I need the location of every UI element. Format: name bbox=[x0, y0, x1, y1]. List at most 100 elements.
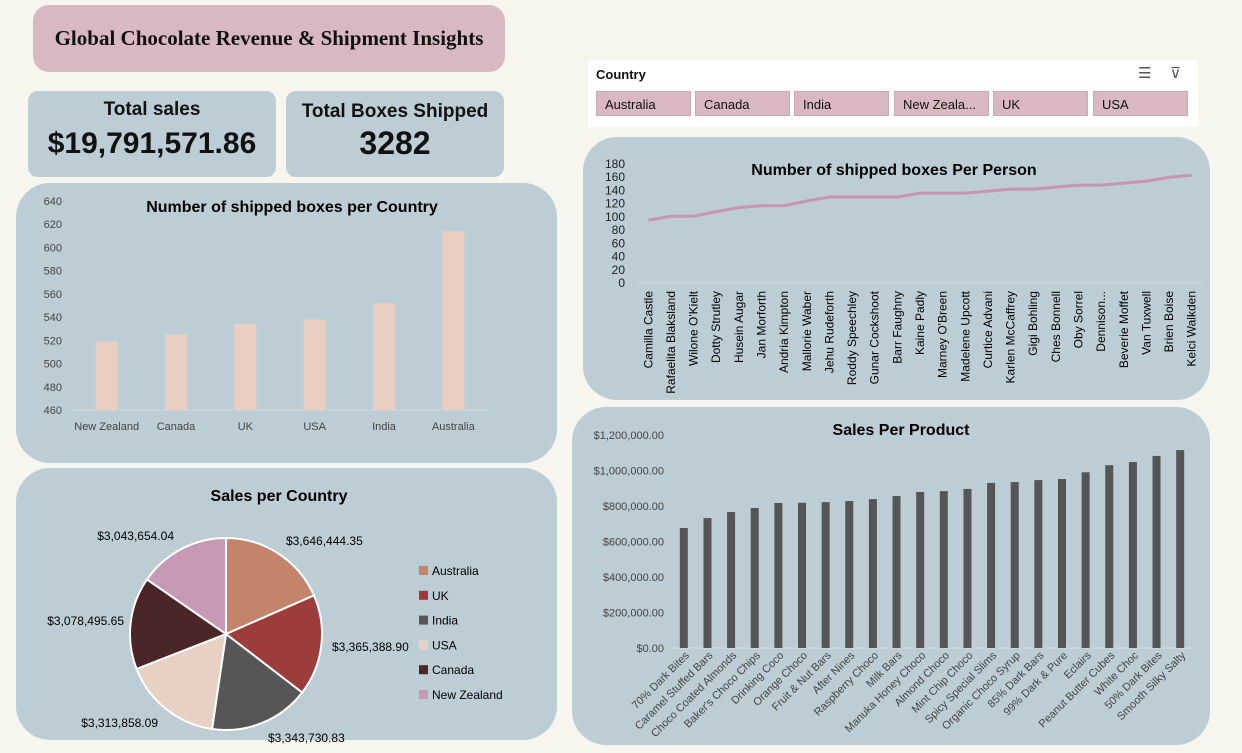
legend-label: USA bbox=[432, 638, 457, 652]
x-tick-label: Canada bbox=[157, 421, 196, 433]
bar bbox=[1128, 461, 1137, 648]
bar bbox=[987, 482, 996, 648]
bar bbox=[727, 512, 736, 648]
x-tick-label: Wilone O'Kielt bbox=[687, 290, 701, 366]
legend-label: Australia bbox=[432, 564, 479, 578]
person-boxes-panel bbox=[583, 137, 1210, 400]
pie-slice bbox=[224, 594, 323, 694]
series-line bbox=[648, 173, 1192, 222]
x-tick-label: Rafaelita Blaksland bbox=[664, 291, 678, 394]
x-tick-label: Dotty Strutley bbox=[709, 291, 723, 363]
bar bbox=[1152, 455, 1161, 648]
data-label: $3,078,495.65 bbox=[47, 614, 124, 628]
y-tick-label: 580 bbox=[44, 266, 62, 278]
total-sales-card: Total sales $19,791,571.86 bbox=[28, 91, 276, 177]
dashboard-title: Global Chocolate Revenue & Shipment Insi… bbox=[33, 5, 505, 72]
x-tick-label: Dennison... bbox=[1094, 291, 1108, 352]
bar bbox=[774, 502, 783, 648]
legend-label: Canada bbox=[432, 663, 474, 677]
data-label: $3,365,388.90 bbox=[332, 640, 409, 654]
y-tick-label: $600,000.00 bbox=[603, 537, 664, 549]
legend-label: UK bbox=[432, 589, 449, 603]
clear-filter-icon[interactable]: ⊽ bbox=[1170, 65, 1181, 82]
y-tick-label: $800,000.00 bbox=[603, 501, 664, 513]
pie-slice bbox=[145, 536, 227, 636]
slicer-header: Country bbox=[596, 67, 646, 82]
x-tick-label: Brien Boise bbox=[1162, 291, 1176, 353]
y-tick-label: $200,000.00 bbox=[603, 608, 664, 620]
y-tick-label: 600 bbox=[44, 242, 62, 254]
x-tick-label: Madelene Upcott bbox=[958, 290, 972, 381]
x-tick-label: Roddy Speechley bbox=[845, 291, 859, 385]
y-tick-label: 80 bbox=[612, 223, 626, 237]
bar bbox=[1105, 465, 1114, 648]
x-tick-label: Husein Augar bbox=[732, 291, 746, 363]
y-tick-label: 480 bbox=[44, 382, 62, 394]
y-tick-label: 60 bbox=[612, 236, 626, 250]
y-tick-label: 620 bbox=[44, 219, 62, 231]
x-tick-label: Mallorie Waber bbox=[800, 291, 814, 371]
pie-slice bbox=[210, 632, 304, 731]
x-tick-label: Gigi Bohling bbox=[1026, 291, 1040, 356]
slicer-item-uk[interactable]: UK bbox=[993, 91, 1088, 116]
y-tick-label: 40 bbox=[612, 250, 626, 264]
x-tick-label: Gunar Cockshoot bbox=[868, 290, 882, 384]
bar bbox=[821, 502, 830, 648]
x-tick-label: Marney O'Breen bbox=[936, 291, 950, 378]
x-tick-label: Ches Bonnell bbox=[1049, 291, 1063, 362]
chart-title: Number of shipped boxes Per Person bbox=[751, 162, 1036, 179]
bar bbox=[1010, 482, 1019, 648]
slicer-item-new-zealand[interactable]: New Zeala... bbox=[894, 91, 989, 116]
y-tick-label: 500 bbox=[44, 359, 62, 371]
legend-label: New Zealand bbox=[432, 688, 503, 702]
chart-title: Sales Per Product bbox=[833, 422, 971, 439]
bar bbox=[165, 334, 187, 410]
bar bbox=[679, 528, 688, 648]
bar bbox=[845, 501, 854, 648]
multi-select-icon[interactable]: ☰ bbox=[1138, 65, 1152, 82]
x-tick-label: New Zealand bbox=[74, 421, 139, 433]
legend-swatch bbox=[419, 615, 428, 625]
data-label: $3,043,654.04 bbox=[97, 529, 174, 543]
x-tick-label: Kelci Walkden bbox=[1185, 291, 1199, 367]
pie-slice bbox=[225, 536, 316, 636]
x-tick-label: UK bbox=[238, 421, 254, 433]
y-tick-label: 0 bbox=[618, 276, 625, 290]
x-tick-label: Oby Sorrel bbox=[1071, 291, 1085, 348]
y-tick-label: 560 bbox=[44, 289, 62, 301]
chart-title: Number of shipped boxes per Country bbox=[146, 199, 438, 216]
bar bbox=[703, 518, 712, 648]
bar bbox=[303, 319, 326, 410]
bar bbox=[750, 507, 759, 648]
total-boxes-value: 3282 bbox=[359, 125, 431, 161]
data-label: $3,313,858.09 bbox=[81, 716, 158, 730]
slicer-item-india[interactable]: India bbox=[794, 91, 889, 116]
y-tick-label: 160 bbox=[605, 170, 625, 184]
y-tick-label: 140 bbox=[605, 183, 625, 197]
legend-swatch bbox=[419, 640, 428, 650]
bar bbox=[916, 491, 925, 648]
legend-label: India bbox=[432, 614, 458, 628]
y-tick-label: 120 bbox=[605, 197, 625, 211]
bar bbox=[1176, 450, 1185, 648]
x-tick-label: Jan Morforth bbox=[755, 291, 769, 358]
y-tick-label: $0.00 bbox=[636, 643, 664, 655]
bar bbox=[95, 341, 118, 410]
data-label: $3,343,730.83 bbox=[268, 731, 345, 745]
x-tick-label: Kaine Padly bbox=[913, 291, 927, 355]
x-tick-label: Camilla Castle bbox=[641, 291, 655, 369]
y-tick-label: 520 bbox=[44, 335, 62, 347]
y-tick-label: 20 bbox=[612, 263, 626, 277]
slicer-item-usa[interactable]: USA bbox=[1093, 91, 1188, 116]
x-tick-label: Karlen McCaffrey bbox=[1004, 291, 1018, 383]
country-slicer[interactable]: Country ☰ ⊽ Australia Canada India New Z… bbox=[588, 60, 1198, 127]
bar bbox=[1034, 480, 1043, 648]
slicer-item-canada[interactable]: Canada bbox=[695, 91, 790, 116]
bar bbox=[939, 491, 948, 648]
bar bbox=[963, 488, 972, 648]
slicer-item-australia[interactable]: Australia bbox=[596, 91, 691, 116]
data-label: $3,646,444.35 bbox=[286, 534, 363, 548]
bar bbox=[868, 499, 877, 648]
y-tick-label: 540 bbox=[44, 312, 62, 324]
